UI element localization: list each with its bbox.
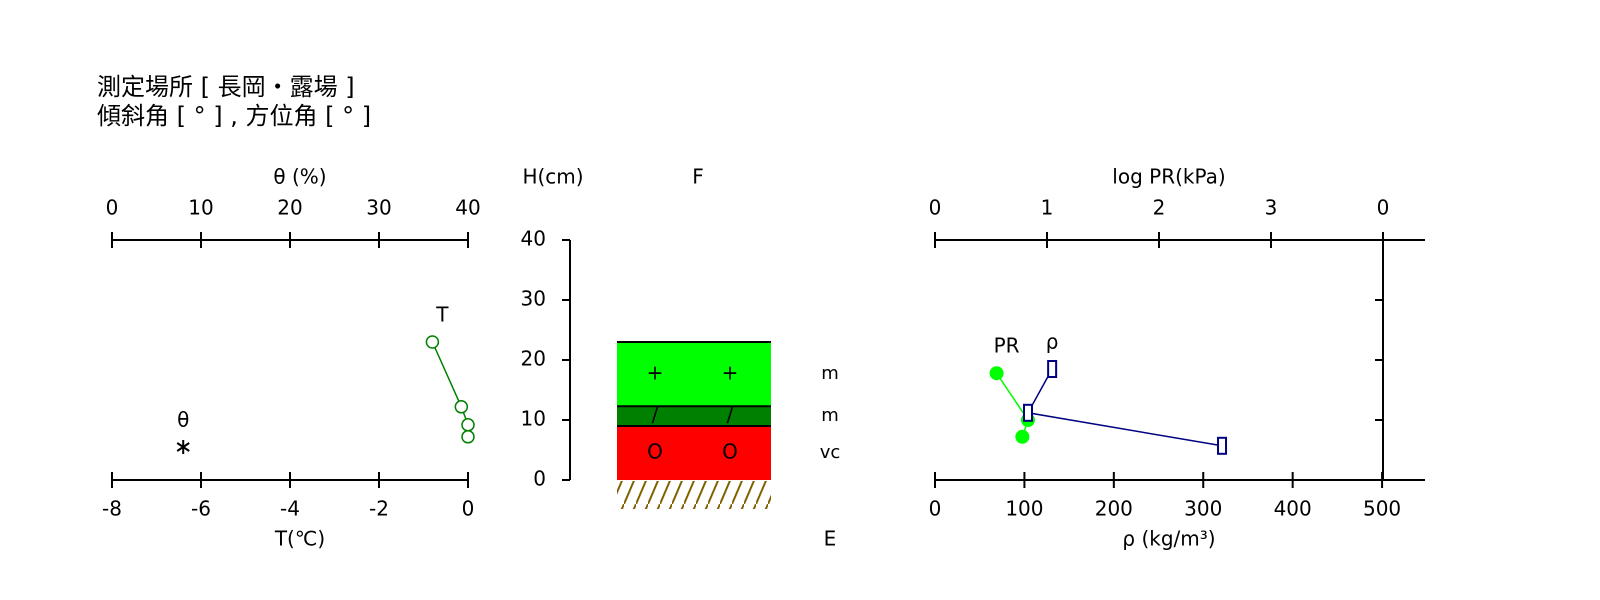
marker (461, 418, 475, 432)
marker (989, 366, 1004, 381)
y-tick-label: 0 (533, 467, 546, 491)
marker (176, 440, 190, 454)
marker (1022, 403, 1033, 422)
grain-symbol: / (652, 403, 659, 427)
top-tick-label: 20 (277, 196, 302, 220)
slope: 傾斜角 [ ° ] , 方位角 [ ° ] (97, 102, 371, 130)
location: 測定場所 [ 長岡・露場 ] (97, 73, 355, 101)
layer-label: vc (820, 442, 841, 463)
marker (454, 400, 469, 414)
snow-layer (617, 342, 771, 407)
y-tick-label: 20 (521, 347, 546, 371)
top-tick-label: 0 (106, 196, 119, 220)
snow-layer (617, 426, 771, 480)
bottom-tick-label: 300 (1184, 497, 1222, 521)
grain-symbol: + (722, 361, 739, 385)
bottom-tick-label: -4 (280, 497, 300, 521)
top-label: F (692, 165, 704, 189)
grain-symbol: O (722, 440, 738, 464)
y-tick-label: 40 (521, 227, 546, 251)
bottom-tick-label: 200 (1095, 497, 1133, 521)
y-axis-label: H(cm) (522, 165, 583, 189)
top-tick-label: 2 (1153, 196, 1166, 220)
series-line (1026, 368, 1223, 447)
top-tick-label: 0 (1377, 196, 1390, 220)
layer-label: m (821, 405, 839, 426)
ground-hatch (617, 481, 771, 509)
bottom-tick-label: -8 (102, 497, 122, 521)
marker (425, 335, 440, 349)
y-tick-label: 30 (521, 287, 546, 311)
bottom-tick-label: 0 (929, 497, 942, 521)
top-tick-label: 10 (188, 196, 213, 220)
marker (1015, 429, 1030, 444)
series-name: θ (177, 408, 189, 432)
bottom-label: E (824, 527, 837, 551)
top-tick-label: 0 (929, 196, 942, 220)
bottom-tick-label: 0 (462, 497, 475, 521)
grain-symbol: / (727, 403, 734, 427)
bottom-tick-label: 100 (1005, 497, 1043, 521)
bottom-axis-label: T(℃) (274, 527, 325, 551)
snow-layer (617, 406, 771, 426)
bottom-tick-label: 400 (1274, 497, 1312, 521)
y-tick-label: 10 (521, 407, 546, 431)
top-tick-label: 3 (1265, 196, 1278, 220)
grain-symbol: O (647, 440, 663, 464)
bottom-tick-label: -2 (369, 497, 389, 521)
top-tick-label: 1 (1041, 196, 1054, 220)
top-axis-label: θ (%) (273, 165, 326, 189)
series-name: T (435, 303, 449, 327)
series-name: ρ (1046, 330, 1059, 354)
bottom-tick-label: 500 (1363, 497, 1401, 521)
top-tick-label: 40 (455, 196, 480, 220)
marker (461, 430, 475, 444)
marker (1047, 360, 1058, 378)
bottom-axis-label: ρ (kg/m³) (1122, 527, 1215, 551)
marker (1217, 436, 1228, 455)
bottom-tick-label: -6 (191, 497, 211, 521)
layer-label: m (821, 363, 839, 384)
grain-symbol: + (647, 361, 664, 385)
top-axis-label: log PR(kPa) (1112, 165, 1225, 189)
top-tick-label: 30 (366, 196, 391, 220)
series-name: PR (994, 334, 1020, 358)
